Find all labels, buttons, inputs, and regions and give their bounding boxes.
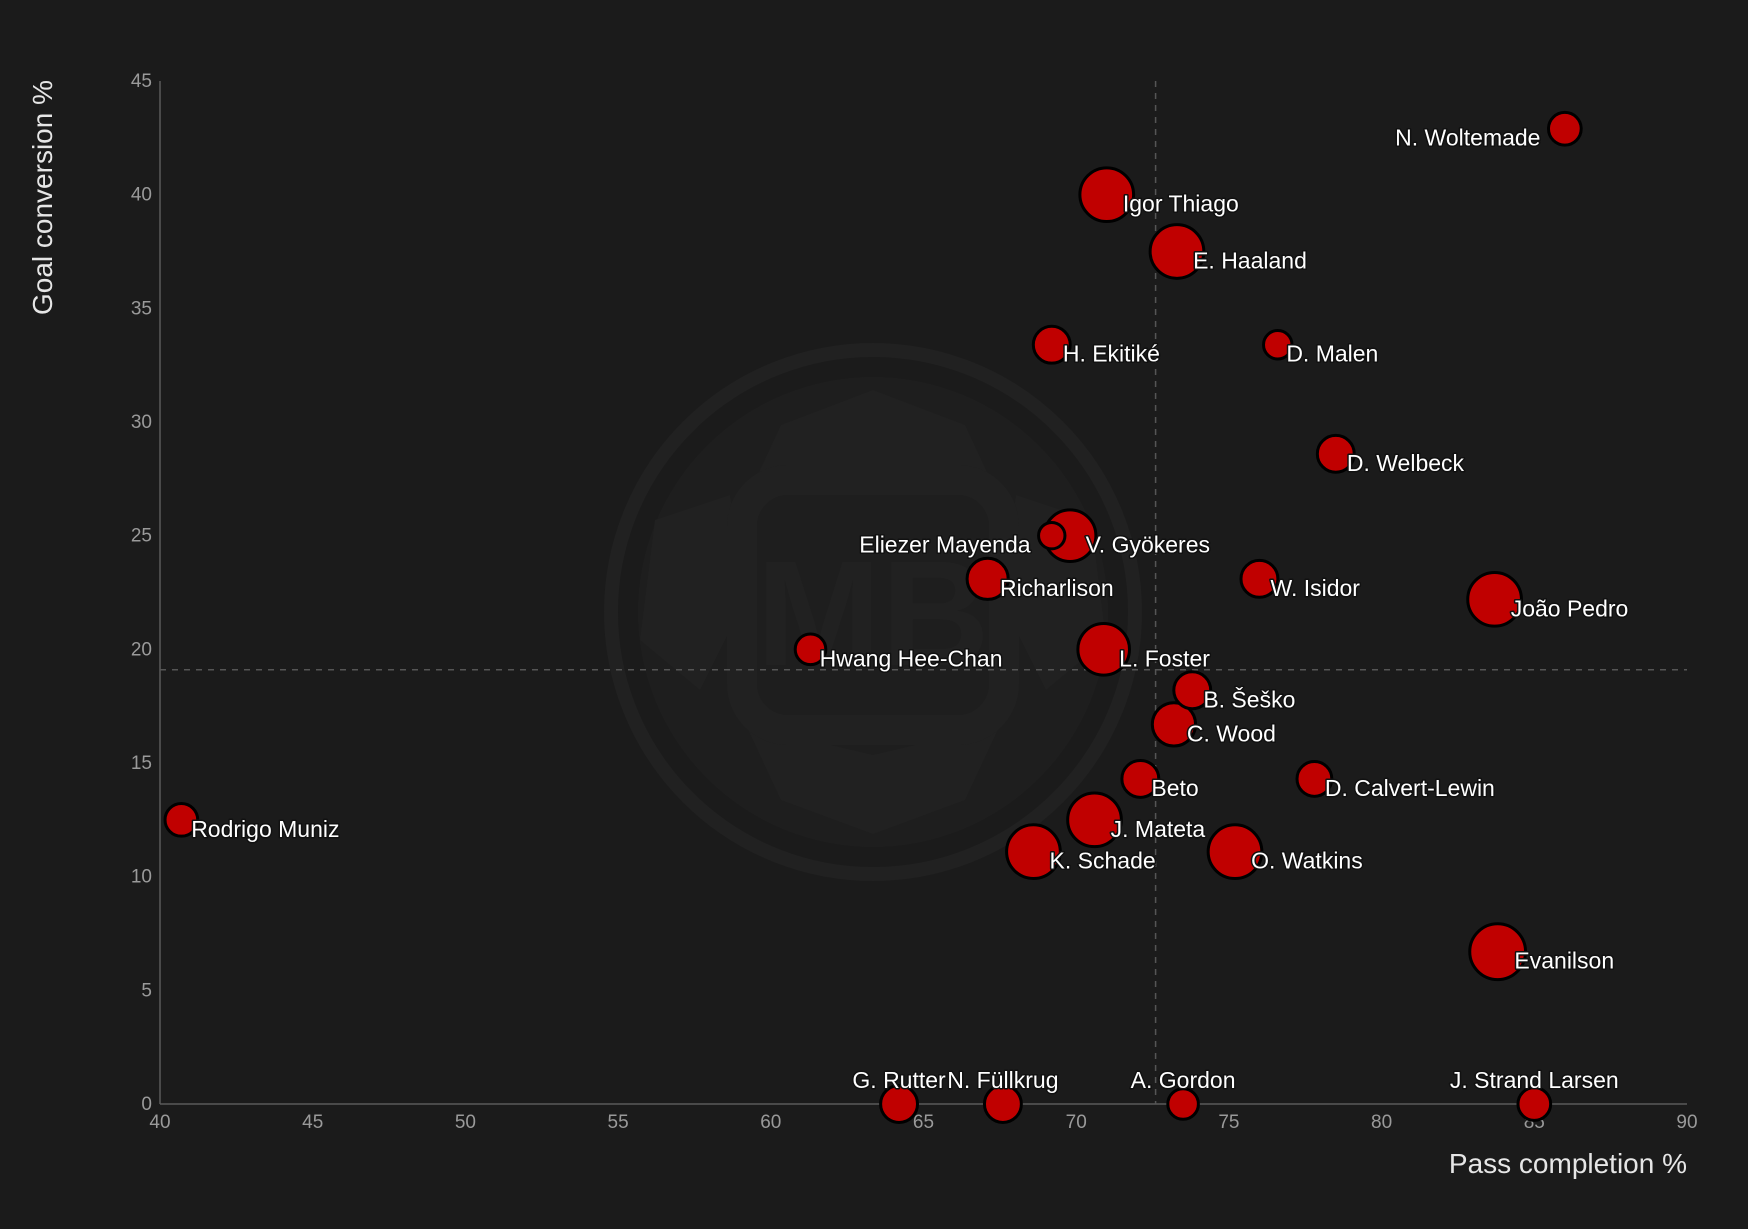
data-point-label: D. Welbeck bbox=[1347, 450, 1465, 476]
x-tick-label: 45 bbox=[302, 1112, 323, 1133]
data-point bbox=[1315, 433, 1356, 474]
data-point-label: João Pedro bbox=[1511, 595, 1629, 621]
y-tick-label: 5 bbox=[141, 980, 152, 1001]
data-point bbox=[1206, 823, 1264, 881]
data-point bbox=[1295, 760, 1334, 798]
x-tick-label: 65 bbox=[913, 1112, 934, 1133]
data-point-label: D. Malen bbox=[1286, 341, 1378, 367]
x-tick-label: 90 bbox=[1676, 1112, 1697, 1133]
y-tick-label: 30 bbox=[131, 412, 152, 433]
x-tick-label: 55 bbox=[608, 1112, 629, 1133]
data-point bbox=[1166, 1087, 1200, 1121]
svg-text:MB: MB bbox=[756, 529, 989, 697]
data-point-label: A. Gordon bbox=[1131, 1067, 1236, 1093]
data-point-label: H. Ekitiké bbox=[1063, 341, 1160, 367]
y-tick-label: 15 bbox=[131, 753, 152, 774]
data-point bbox=[1148, 223, 1206, 280]
data-point bbox=[1150, 701, 1198, 748]
x-tick-label: 70 bbox=[1066, 1112, 1087, 1133]
y-tick-label: 45 bbox=[131, 71, 152, 92]
data-point bbox=[1468, 922, 1528, 982]
y-tick-label: 0 bbox=[141, 1094, 152, 1115]
data-point bbox=[1031, 324, 1072, 365]
data-point bbox=[1466, 570, 1523, 628]
data-point-label: N. Woltemade bbox=[1395, 125, 1540, 151]
data-point bbox=[965, 556, 1010, 601]
data-point-label: B. Šeško bbox=[1203, 685, 1295, 712]
data-point bbox=[1076, 622, 1131, 677]
x-tick-label: 75 bbox=[1218, 1112, 1239, 1133]
x-tick-label: 60 bbox=[760, 1112, 781, 1133]
data-point bbox=[1005, 823, 1062, 881]
data-point-label: Igor Thiago bbox=[1123, 191, 1239, 217]
data-point-label: N. Füllkrug bbox=[947, 1067, 1058, 1093]
x-tick-label: 50 bbox=[455, 1112, 476, 1133]
data-point bbox=[1516, 1086, 1553, 1122]
data-point-label: V. Gyökeres bbox=[1086, 532, 1210, 558]
data-point-label: G. Rutter bbox=[852, 1067, 946, 1093]
data-point-label: Hwang Hee-Chan bbox=[820, 645, 1003, 671]
y-tick-label: 20 bbox=[131, 639, 152, 660]
data-point-label: J. Mateta bbox=[1111, 816, 1206, 842]
data-point bbox=[1262, 328, 1294, 361]
data-point-label: Richarlison bbox=[1000, 575, 1114, 601]
data-point-label: O. Watkins bbox=[1251, 848, 1363, 874]
data-point bbox=[879, 1084, 920, 1124]
x-tick-label: 80 bbox=[1371, 1112, 1392, 1133]
data-point bbox=[1172, 670, 1213, 711]
data-point bbox=[793, 632, 828, 667]
data-point-label: Evanilson bbox=[1514, 948, 1614, 974]
data-point-label: Eliezer Mayenda bbox=[859, 532, 1031, 558]
y-tick-label: 40 bbox=[131, 185, 152, 206]
watermark-logo: MB bbox=[604, 343, 1142, 881]
data-point bbox=[1239, 558, 1280, 599]
x-tick-label: 40 bbox=[149, 1112, 170, 1133]
y-tick-label: 35 bbox=[131, 298, 152, 319]
data-point bbox=[1546, 110, 1583, 147]
data-point bbox=[1066, 791, 1123, 849]
y-tick-label: 10 bbox=[131, 867, 152, 888]
y-tick-label: 25 bbox=[131, 526, 152, 547]
x-axis-title: Pass completion % bbox=[1449, 1148, 1687, 1179]
data-point-label: L. Foster bbox=[1119, 645, 1210, 671]
data-point bbox=[163, 801, 200, 838]
data-point bbox=[1120, 758, 1161, 799]
data-point bbox=[982, 1084, 1023, 1124]
data-point-label: Beto bbox=[1151, 775, 1198, 801]
data-point-label: D. Calvert-Lewin bbox=[1325, 775, 1495, 801]
data-point-label: W. Isidor bbox=[1271, 575, 1361, 601]
data-point bbox=[1037, 520, 1067, 551]
data-point bbox=[1078, 166, 1136, 224]
data-point-label: E. Haaland bbox=[1193, 248, 1307, 274]
y-axis-title: Goal conversion % bbox=[27, 80, 58, 315]
data-point-label: C. Wood bbox=[1187, 720, 1276, 746]
data-point-label: K. Schade bbox=[1050, 848, 1156, 874]
data-point-label: Rodrigo Muniz bbox=[191, 816, 339, 842]
data-point-label: J. Strand Larsen bbox=[1450, 1067, 1619, 1093]
